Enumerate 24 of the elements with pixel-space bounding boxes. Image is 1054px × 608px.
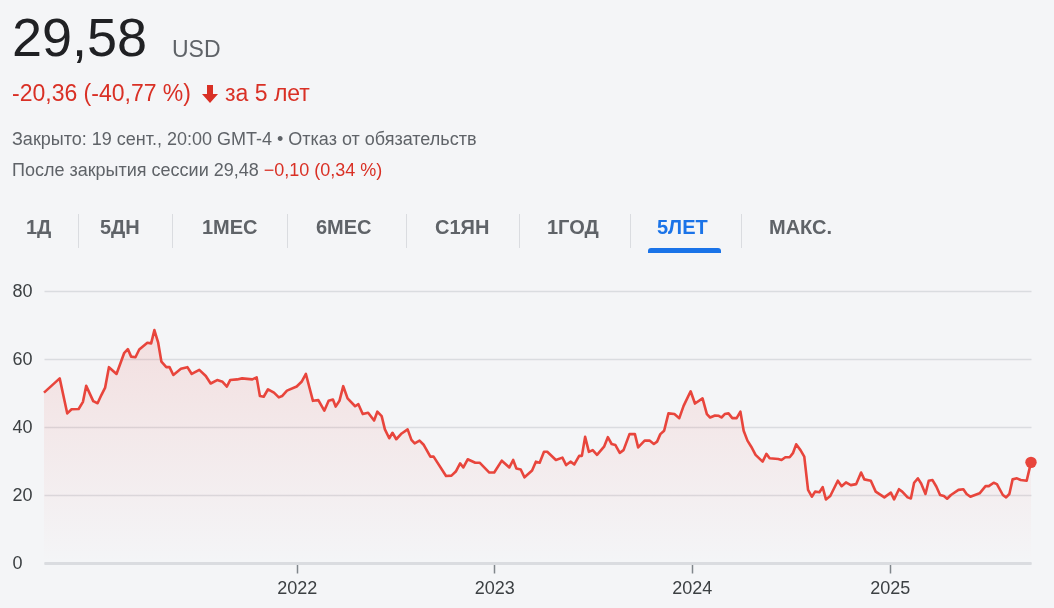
text: Закрыто: 19 сент., 20:00 GMT-4 • Отказ от обязательств (12, 129, 477, 150)
text: 5ЛЕТ (657, 216, 708, 239)
text: 1Д (26, 216, 52, 239)
x-tick-label: 2023 (474, 577, 515, 598)
text: С1ЯН (435, 216, 490, 239)
y-tick-label: 40 (12, 416, 33, 437)
text: за 5 лет (224, 80, 310, 107)
y-tick-label: 60 (12, 348, 33, 369)
y-tick-label: 0 (12, 552, 23, 573)
x-tick-label: 2025 (870, 577, 911, 598)
text: USD (172, 36, 221, 63)
x-tick-label: 2024 (672, 577, 713, 598)
text: После закрытия сессии 29,48 (12, 160, 259, 180)
text: 5ДН (100, 216, 140, 239)
text: −0,10 (0,34 %) (263, 160, 383, 180)
x-tick-label: 2022 (277, 577, 318, 598)
text: 1МЕС (202, 216, 258, 239)
chart-title: 29,58 (12, 6, 148, 68)
y-tick-label: 80 (12, 280, 33, 301)
text: МАКС. (769, 216, 833, 239)
y-tick-label: 20 (12, 484, 33, 505)
text: 1ГОД (547, 216, 599, 239)
text: -20,36 (-40,77 %) (12, 80, 191, 107)
text: 6МЕС (316, 216, 372, 239)
